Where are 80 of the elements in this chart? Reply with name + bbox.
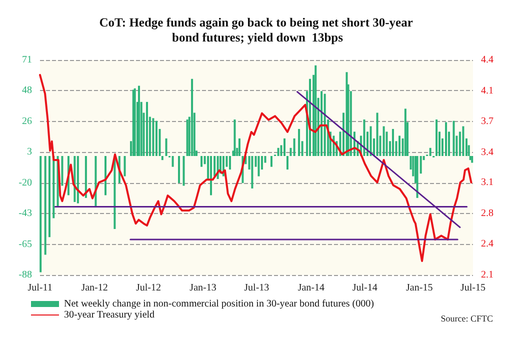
bar — [172, 156, 174, 167]
legend-label: Net weekly change in non-commercial position in 30-year bond futures (000) — [64, 298, 374, 310]
bar — [445, 122, 448, 156]
bar — [76, 156, 79, 204]
bar — [40, 156, 42, 272]
bar — [104, 156, 106, 196]
bar — [471, 156, 474, 163]
y2-tick-label: 2.4 — [481, 238, 494, 250]
bar — [382, 126, 385, 156]
bar — [178, 156, 180, 184]
bar — [376, 112, 378, 156]
y2-tick-label: 3.1 — [481, 176, 494, 188]
bar — [398, 136, 400, 156]
x-tick-label: Jan-12 — [81, 282, 108, 294]
bar — [429, 148, 432, 156]
chart-title: CoT: Hedge funds again go back to being net short 30-year bond futures; yield down 13bps — [99, 16, 416, 44]
bar — [84, 156, 87, 198]
bar — [290, 148, 292, 156]
y-tick-label: -88 — [18, 270, 32, 280]
y-tick-label: -20 — [18, 177, 32, 188]
bar — [155, 120, 158, 156]
x-tick-label: Jul-12 — [136, 282, 161, 294]
bar — [61, 156, 64, 186]
y-tick-label: 71 — [22, 54, 32, 66]
bar — [270, 156, 272, 167]
bar — [286, 156, 288, 170]
y-tick-label: 26 — [22, 116, 32, 127]
bar — [234, 119, 236, 156]
bar — [238, 138, 240, 156]
y-tick-label: -43 — [18, 208, 32, 220]
bar — [392, 128, 394, 156]
bar — [404, 108, 406, 156]
y2-tick-label: 4.4 — [481, 54, 494, 66]
bar — [200, 156, 203, 167]
bar — [152, 118, 154, 156]
bar — [138, 86, 140, 156]
y2-tick-label: 2.8 — [481, 208, 494, 219]
bar — [324, 94, 326, 156]
bar — [146, 102, 148, 156]
bar — [277, 148, 280, 156]
bar — [191, 78, 194, 156]
bar — [293, 138, 296, 156]
bar — [298, 128, 300, 156]
bar — [416, 156, 418, 198]
line-series — [39, 74, 472, 262]
legend-label: 30-year Treasury yield — [64, 310, 155, 320]
y2-tick-label: 2.1 — [481, 270, 494, 280]
x-tick-label: Jul-11 — [28, 282, 52, 294]
bar — [165, 138, 168, 156]
bar — [462, 126, 464, 156]
y2-tick-label: 3.7 — [481, 116, 494, 128]
bar — [320, 91, 323, 156]
bar — [436, 119, 438, 156]
y-tick-label: -65 — [18, 238, 32, 250]
y-tick-label: 3 — [27, 146, 32, 158]
bar — [186, 119, 188, 156]
x-tick-label: Jul-14 — [352, 282, 378, 294]
bar — [251, 156, 254, 188]
bar — [258, 156, 260, 176]
bar — [124, 156, 126, 176]
x-tick-label: Jan-14 — [298, 282, 325, 294]
source-note: Source: CFTC — [440, 314, 494, 324]
x-tick-label: Jan-13 — [190, 282, 216, 294]
bar — [210, 156, 212, 196]
bar — [44, 156, 46, 255]
bar — [182, 156, 185, 186]
bar — [314, 65, 317, 156]
x-tick-label: Jul-13 — [244, 282, 270, 294]
bar — [48, 156, 50, 238]
x-tick-label: Jan-15 — [406, 282, 433, 294]
bar — [452, 120, 455, 156]
x-tick-label: Jul-15 — [460, 282, 486, 294]
y2-tick-label: 4.1 — [481, 85, 494, 96]
bar — [161, 156, 164, 160]
y2-tick-label: 3.4 — [481, 147, 494, 158]
bar — [228, 156, 231, 170]
bar — [284, 138, 286, 156]
bar — [370, 126, 372, 156]
y-tick-label: 48 — [22, 85, 32, 96]
bar — [363, 119, 366, 156]
